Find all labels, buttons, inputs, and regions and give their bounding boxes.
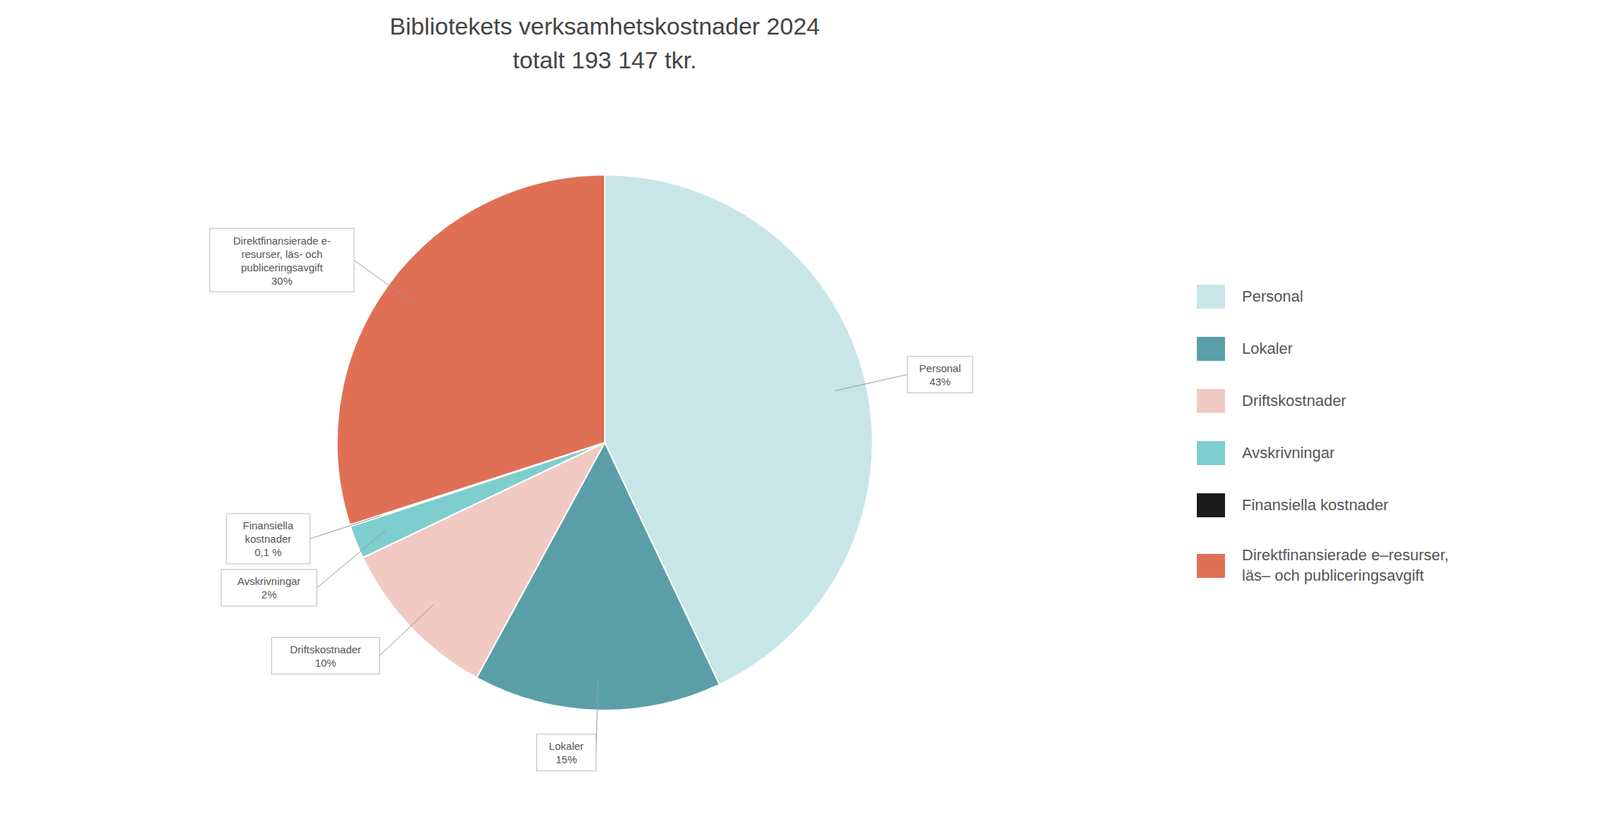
html-text:Driftskostnader: Driftskostnader — [1241, 391, 1347, 410]
svg-text:Personal43%: Personal43% — [919, 361, 961, 387]
svg-text:Direktfinansierade e-resurser,: Direktfinansierade e-resurser, läs- ochp… — [233, 234, 331, 287]
svg-text:Finansiellakostnader0,1 %: Finansiellakostnader0,1 % — [243, 519, 294, 559]
html-text:Bibliotekets verksamhetskostna: Bibliotekets verksamhetskostnader 2024 t… — [389, 12, 820, 74]
svg-text:Avskrivningar2%: Avskrivningar2% — [237, 575, 301, 601]
html-text:Avskrivningar: Avskrivningar — [1241, 444, 1335, 462]
html-text:Direktfinansierade e–resurser,: Direktfinansierade e–resurser, läs– och … — [1241, 546, 1449, 585]
html-text:Finansiella kostnader: Finansiella kostnader — [1241, 496, 1389, 514]
html-text:Lokaler: Lokaler — [1241, 339, 1293, 358]
html-text:Personal: Personal — [1241, 287, 1304, 306]
svg-text:Driftskostnader10%: Driftskostnader10% — [290, 642, 362, 669]
svg-text:Lokaler15%: Lokaler15% — [549, 740, 584, 766]
